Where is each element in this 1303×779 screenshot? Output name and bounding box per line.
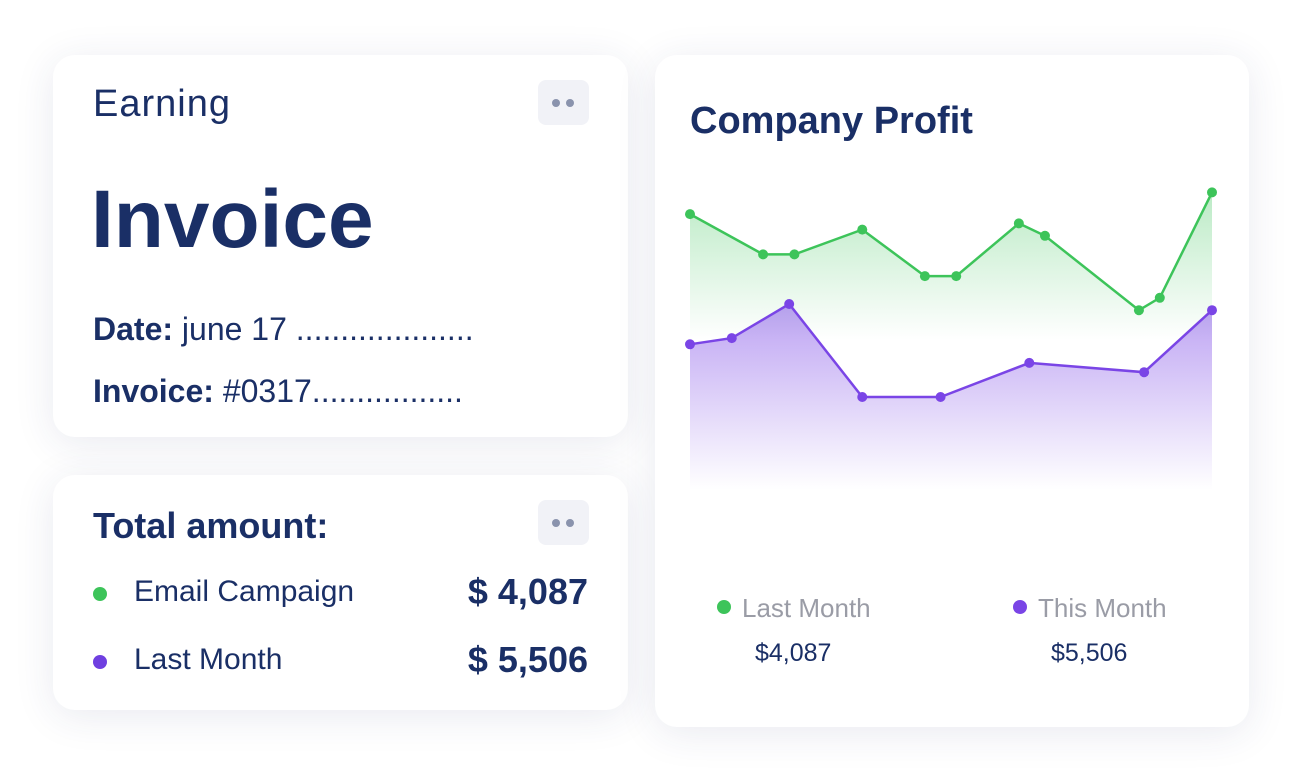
item-dot: [93, 587, 107, 601]
date-value: june 17 ....................: [181, 311, 474, 347]
legend-dot: [1013, 600, 1027, 614]
card-title: Total amount:: [93, 505, 329, 546]
date-row: Date: june 17 ....................: [93, 311, 474, 348]
card-title: Invoice: [91, 174, 374, 265]
earning-card: Earning Invoice Date: june 17 ..........…: [53, 55, 628, 437]
item-amount: $ 4,087: [467, 571, 588, 612]
menu-button[interactable]: [538, 80, 589, 125]
menu-button[interactable]: [538, 500, 589, 545]
item-label: Email Campaign: [134, 575, 355, 608]
legend-value: $5,506: [1051, 639, 1128, 667]
chart-title: Company Profit: [690, 100, 973, 142]
item-label: Last Month: [134, 643, 283, 676]
date-label: Date:: [93, 311, 174, 347]
legend-label: This Month: [1038, 593, 1167, 623]
invoice-value: #0317.................: [222, 373, 463, 409]
card-label: Earning: [93, 83, 231, 125]
total-card: Total amount: Email Campaign $ 4,087 Last …: [53, 475, 628, 710]
legend-value: $4,087: [755, 639, 832, 667]
item-dot: [93, 655, 107, 669]
item-amount: $ 5,506: [467, 639, 588, 680]
legend-dot: [717, 600, 731, 614]
legend-label: Last Month: [742, 593, 871, 623]
invoice-row: Invoice: #0317.................: [93, 373, 463, 410]
chart-card: Company Profit Last Month $4,087 This Mont…: [655, 55, 1249, 727]
invoice-label: Invoice:: [93, 373, 214, 409]
